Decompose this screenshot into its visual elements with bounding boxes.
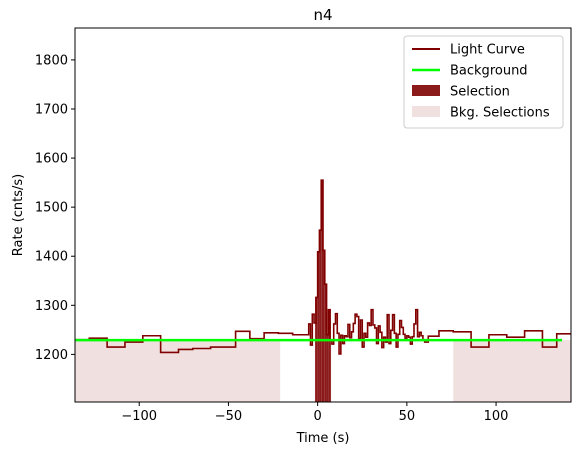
legend-background-label: Background — [450, 64, 528, 79]
light-curve-series — [75, 179, 571, 355]
selection-bin-25 — [326, 334, 329, 402]
bkg-selections-layer — [75, 340, 571, 402]
series-layer — [75, 179, 571, 355]
selection-bin-23 — [323, 250, 325, 402]
y-tick-label: 1400 — [35, 250, 68, 265]
y-tick-label: 1500 — [35, 201, 68, 216]
legend-selection-label: Selection — [450, 85, 510, 100]
legend-box — [403, 35, 564, 129]
x-axis-label: Time (s) — [296, 431, 350, 446]
legend-bkg-selections-label: Bkg. Selections — [450, 106, 550, 121]
x-axis-ticks: −100 −50 0 50 100 — [121, 402, 508, 424]
y-tick-label: 1800 — [35, 53, 68, 68]
legend-selection-swatch — [412, 85, 440, 96]
chart-title: n4 — [313, 6, 332, 24]
legend: Light Curve Background Selection Bkg. Se… — [403, 35, 564, 129]
y-axis-ticks: 1200 1300 1400 1500 1600 1700 1800 — [35, 53, 75, 363]
y-tick-label: 1700 — [35, 102, 68, 117]
selection-bin-26 — [328, 309, 331, 402]
bkg-selection-band-0 — [75, 340, 281, 402]
bkg-selection-band-1 — [453, 340, 571, 402]
selection-bin-19 — [315, 297, 318, 402]
y-tick-label: 1200 — [35, 348, 68, 363]
selection-bin-21 — [319, 230, 322, 402]
plot-frame — [74, 27, 572, 403]
legend-light-curve-label: Light Curve — [450, 43, 525, 58]
selection-bin-24 — [324, 284, 327, 402]
x-tick-label: −50 — [215, 409, 242, 424]
selection-bin-27 — [330, 340, 332, 402]
y-tick-label: 1600 — [35, 152, 68, 167]
y-tick-label: 1300 — [35, 299, 68, 314]
selection-bin-18 — [314, 322, 316, 402]
x-tick-label: 0 — [314, 409, 322, 424]
x-tick-label: −100 — [121, 409, 157, 424]
x-tick-label: 100 — [484, 409, 509, 424]
y-axis-label: Rate (cnts/s) — [11, 174, 26, 257]
x-tick-label: 50 — [399, 409, 416, 424]
legend-bkg-selections-swatch — [412, 106, 440, 117]
selection-layer — [314, 180, 332, 402]
selection-bin-20 — [317, 251, 320, 402]
selection-bin-22 — [321, 180, 323, 402]
